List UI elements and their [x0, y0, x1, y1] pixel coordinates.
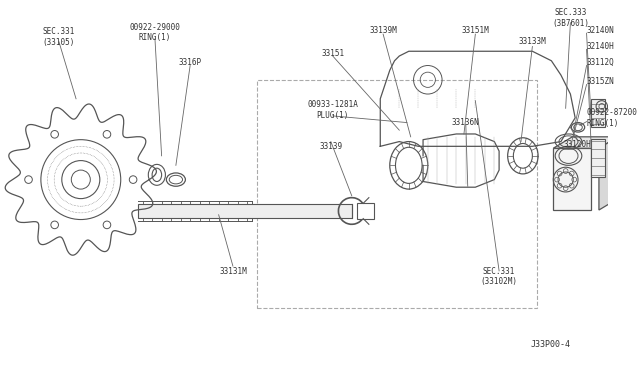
Text: 32140N: 32140N	[587, 26, 614, 35]
Text: 33131M: 33131M	[219, 267, 247, 276]
Text: 33120H: 33120H	[563, 140, 591, 149]
FancyBboxPatch shape	[554, 148, 591, 210]
Text: J33P00-4: J33P00-4	[531, 340, 570, 349]
Text: 33139M: 33139M	[369, 26, 397, 35]
Text: 32140H: 32140H	[587, 42, 614, 51]
Text: SEC.331
(33102M): SEC.331 (33102M)	[481, 267, 518, 286]
Bar	[591, 99, 605, 127]
Polygon shape	[599, 137, 618, 210]
Text: 00922-87200
RING(1): 00922-87200 RING(1)	[587, 108, 637, 128]
Bar	[591, 139, 605, 177]
Text: 3315ZN: 3315ZN	[587, 77, 614, 86]
Text: 3316P: 3316P	[179, 58, 202, 67]
Text: 33136N: 33136N	[452, 118, 480, 127]
Bar	[257, 80, 537, 308]
Text: 33151M: 33151M	[461, 26, 489, 35]
FancyBboxPatch shape	[138, 204, 352, 218]
Bar	[356, 203, 374, 219]
Polygon shape	[554, 137, 618, 148]
Text: SEC.331
(33105): SEC.331 (33105)	[43, 27, 75, 47]
Text: 00922-29000
RING(1): 00922-29000 RING(1)	[129, 23, 180, 42]
Text: SEC.333
(3B7601): SEC.333 (3B7601)	[552, 8, 589, 28]
Text: 00933-1281A
PLUG(1): 00933-1281A PLUG(1)	[307, 100, 358, 120]
Text: 33112Q: 33112Q	[587, 58, 614, 67]
Text: 33139: 33139	[319, 142, 342, 151]
Text: 33133M: 33133M	[518, 37, 547, 46]
Text: 33151: 33151	[321, 49, 344, 58]
